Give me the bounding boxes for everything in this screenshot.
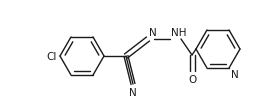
- Text: NH: NH: [171, 28, 187, 38]
- Text: N: N: [129, 87, 137, 97]
- Text: N: N: [231, 69, 239, 79]
- Text: Cl: Cl: [47, 52, 57, 61]
- Text: O: O: [188, 74, 196, 84]
- Text: N: N: [149, 28, 157, 38]
